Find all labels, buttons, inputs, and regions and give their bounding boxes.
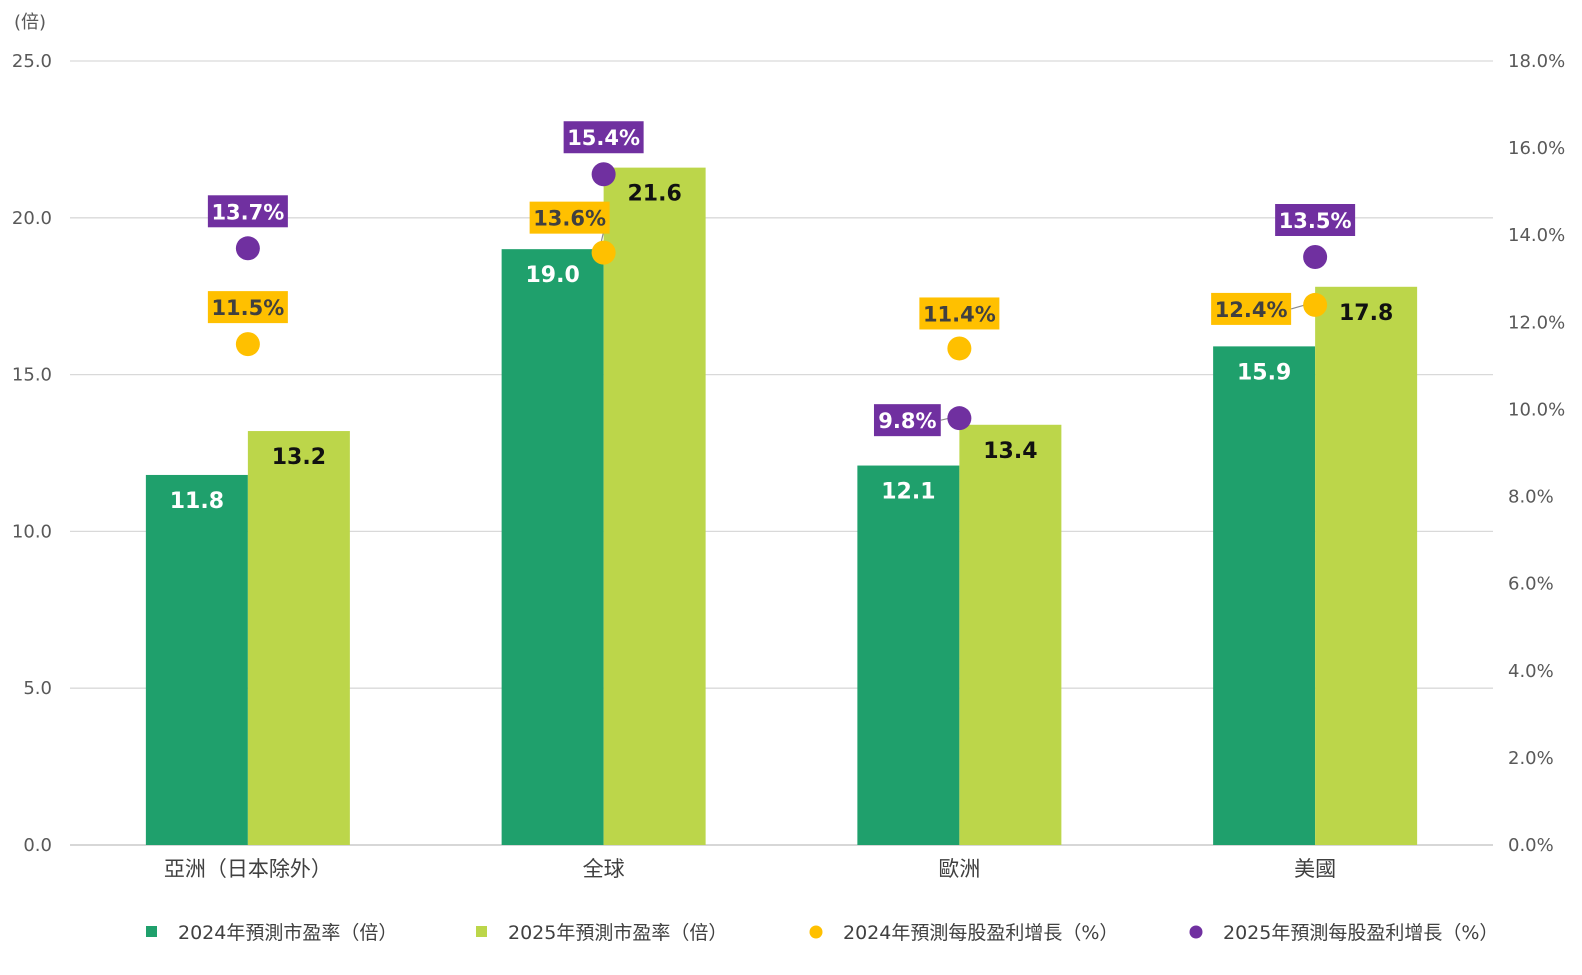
left-tick-label: 0.0 <box>23 835 52 856</box>
category-label: 全球 <box>583 857 625 881</box>
point-marker <box>947 406 972 431</box>
point-marker <box>591 162 616 187</box>
category-label: 亞洲（日本除外） <box>164 857 332 881</box>
legend-label: 2024年預測市盈率（倍） <box>178 922 397 944</box>
right-tick-label: 10.0% <box>1508 399 1565 420</box>
left-tick-label: 5.0 <box>23 678 52 699</box>
point-marker <box>591 240 616 265</box>
bar <box>603 167 706 845</box>
right-tick-label: 16.0% <box>1508 138 1565 159</box>
point-label-box <box>1211 292 1292 325</box>
point-data-label: 13.5% <box>1279 209 1352 233</box>
left-axis: 0.0 5.0 10.0 15.0 20.0 25.0 <box>12 51 52 856</box>
point-label-box <box>1275 204 1356 236</box>
legend-swatch-dot <box>809 925 823 939</box>
left-tick-label: 20.0 <box>12 208 52 229</box>
point-marker <box>947 336 972 361</box>
point-data-label: 11.4% <box>923 302 996 326</box>
point-label-box <box>919 297 1000 330</box>
legend-swatch-dot <box>1189 925 1203 939</box>
bar <box>145 474 248 845</box>
point-data-label: 13.7% <box>211 200 284 224</box>
category-labels: 亞洲（日本除外） 全球 歐洲 美國 <box>164 857 1336 881</box>
bar <box>1213 346 1316 845</box>
bar-data-label: 15.9 <box>1237 360 1291 385</box>
point-marker <box>235 332 260 357</box>
bar <box>1315 286 1418 845</box>
legend-swatch-square <box>476 926 487 937</box>
bar-data-label: 17.8 <box>1339 301 1393 326</box>
legend: 2024年預測市盈率（倍） 2025年預測市盈率（倍） 2024年預測每股盈利增長（… <box>146 922 1498 944</box>
point-label-box <box>563 121 644 154</box>
bar-data-label: 12.1 <box>881 480 935 505</box>
point-data-label: 13.6% <box>533 207 606 231</box>
left-tick-label: 25.0 <box>12 51 52 72</box>
point-data-label: 15.4% <box>567 126 640 150</box>
bar-data-label: 13.4 <box>983 439 1037 464</box>
point-label-box <box>207 195 288 228</box>
category-label: 歐洲 <box>938 857 980 881</box>
right-tick-label: 18.0% <box>1508 51 1565 72</box>
point-data-label: 11.5% <box>211 296 284 320</box>
bar-data-label: 11.8 <box>170 489 224 514</box>
point-marker <box>235 236 260 261</box>
bar <box>857 465 960 845</box>
bar <box>959 424 1062 845</box>
legend-label: 2025年預測市盈率（倍） <box>508 922 727 944</box>
bar-data-label: 19.0 <box>525 263 579 288</box>
right-tick-label: 8.0% <box>1508 487 1554 508</box>
point-series: 11.5% 13.7% 13.6% 15.4% 11.4% 9.8% 12.4% 13.5% <box>207 121 1356 437</box>
right-tick-label: 2.0% <box>1508 748 1554 769</box>
left-tick-label: 15.0 <box>12 365 52 386</box>
point-label-box <box>873 404 941 437</box>
left-tick-label: 10.0 <box>12 521 52 542</box>
right-axis: 0.0% 2.0% 4.0% 6.0% 8.0% 10.0% 12.0% 14.0% 16.0%… <box>1508 51 1565 856</box>
bar-data-label: 13.2 <box>272 445 326 470</box>
point-marker <box>1303 292 1328 317</box>
point-label-box <box>529 201 610 234</box>
right-tick-label: 0.0% <box>1508 835 1554 856</box>
point-marker <box>1303 245 1328 269</box>
legend-swatch-square <box>146 926 157 937</box>
point-data-label: 9.8% <box>878 409 936 433</box>
right-tick-label: 6.0% <box>1508 574 1554 595</box>
point-data-label: 12.4% <box>1215 298 1288 322</box>
right-tick-label: 12.0% <box>1508 312 1565 333</box>
right-tick-label: 14.0% <box>1508 225 1565 246</box>
bar <box>501 249 604 845</box>
bar-series: 11.8 13.2 19.0 21.6 12.1 13.4 15.9 17.8 <box>145 167 1418 845</box>
category-label: 美國 <box>1294 857 1336 881</box>
legend-label: 2024年預測每股盈利增長（%） <box>843 922 1118 944</box>
point-label-box <box>207 291 288 324</box>
left-axis-unit: (倍) <box>14 12 46 33</box>
bar <box>247 431 350 845</box>
right-tick-label: 4.0% <box>1508 661 1554 682</box>
legend-label: 2025年預測每股盈利增長（%） <box>1223 922 1498 944</box>
bar-data-label: 21.6 <box>627 182 681 207</box>
label-connector <box>1290 304 1306 310</box>
